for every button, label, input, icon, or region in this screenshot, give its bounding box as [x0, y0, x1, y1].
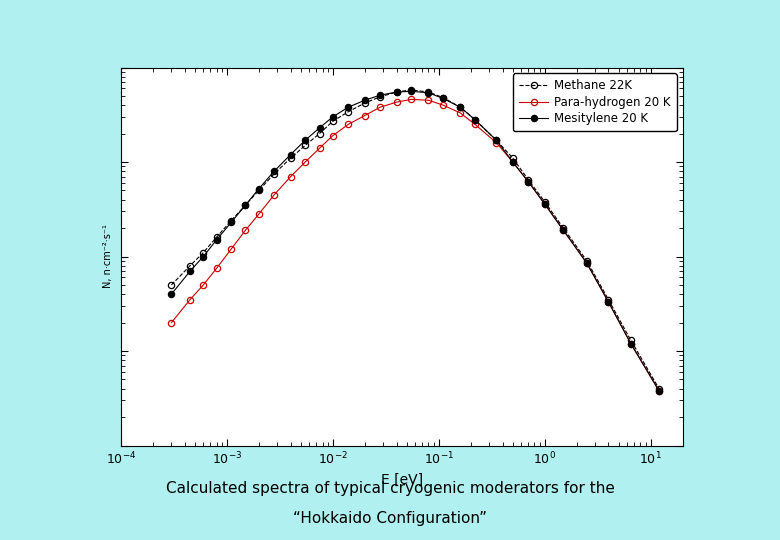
Methane 22K: [508, 155, 517, 161]
Y-axis label: N, n·cm⁻²·s⁻¹: N, n·cm⁻²·s⁻¹: [103, 225, 113, 288]
Para-hydrogen 20 K: [212, 265, 222, 272]
Para-hydrogen 20 K: [523, 178, 533, 185]
Para-hydrogen 20 K: [654, 388, 664, 394]
Methane 22K: [212, 234, 222, 240]
Methane 22K: [540, 199, 549, 205]
Methane 22K: [286, 155, 296, 161]
Para-hydrogen 20 K: [199, 282, 208, 288]
Mesitylene 20 K: [604, 299, 613, 305]
Methane 22K: [523, 177, 533, 183]
Mesitylene 20 K: [328, 114, 338, 120]
Para-hydrogen 20 K: [491, 139, 501, 146]
Methane 22K: [604, 296, 613, 303]
Para-hydrogen 20 K: [582, 260, 591, 266]
Methane 22K: [491, 137, 501, 144]
Text: Calculated spectra of typical cryogenic moderators for the: Calculated spectra of typical cryogenic …: [165, 481, 615, 496]
Para-hydrogen 20 K: [300, 159, 310, 165]
Line: Para-hydrogen 20 K: Para-hydrogen 20 K: [168, 96, 662, 394]
Line: Methane 22K: Methane 22K: [168, 87, 662, 391]
Mesitylene 20 K: [270, 168, 279, 174]
Mesitylene 20 K: [626, 340, 636, 347]
Text: “Hokkaido Configuration”: “Hokkaido Configuration”: [293, 511, 487, 526]
Mesitylene 20 K: [523, 178, 533, 185]
Methane 22K: [360, 100, 370, 106]
Para-hydrogen 20 K: [558, 227, 568, 233]
Mesitylene 20 K: [456, 104, 465, 111]
Para-hydrogen 20 K: [406, 96, 416, 103]
Mesitylene 20 K: [558, 227, 568, 233]
Line: Mesitylene 20 K: Mesitylene 20 K: [168, 88, 662, 394]
Para-hydrogen 20 K: [375, 104, 385, 111]
Methane 22K: [315, 130, 324, 137]
Mesitylene 20 K: [254, 186, 264, 192]
Methane 22K: [392, 89, 401, 95]
Methane 22K: [199, 249, 208, 256]
Methane 22K: [343, 109, 353, 115]
Para-hydrogen 20 K: [456, 110, 465, 116]
Mesitylene 20 K: [241, 202, 250, 208]
Mesitylene 20 K: [226, 219, 236, 226]
Mesitylene 20 K: [491, 137, 501, 144]
Mesitylene 20 K: [508, 159, 517, 165]
Para-hydrogen 20 K: [186, 296, 195, 303]
Para-hydrogen 20 K: [508, 159, 517, 165]
Mesitylene 20 K: [360, 97, 370, 104]
Methane 22K: [558, 225, 568, 231]
Para-hydrogen 20 K: [270, 192, 279, 198]
Mesitylene 20 K: [300, 137, 310, 144]
Para-hydrogen 20 K: [438, 102, 448, 109]
Para-hydrogen 20 K: [226, 246, 236, 252]
Para-hydrogen 20 K: [470, 121, 480, 127]
Methane 22K: [241, 202, 250, 208]
Mesitylene 20 K: [343, 104, 353, 111]
Mesitylene 20 K: [438, 95, 448, 102]
Methane 22K: [167, 282, 176, 288]
Mesitylene 20 K: [540, 201, 549, 207]
Methane 22K: [406, 86, 416, 93]
Para-hydrogen 20 K: [254, 211, 264, 218]
Mesitylene 20 K: [406, 88, 416, 94]
Mesitylene 20 K: [392, 89, 401, 95]
Methane 22K: [654, 386, 664, 392]
Mesitylene 20 K: [654, 388, 664, 394]
Mesitylene 20 K: [582, 260, 591, 266]
Mesitylene 20 K: [167, 291, 176, 298]
Mesitylene 20 K: [186, 268, 195, 274]
Para-hydrogen 20 K: [167, 319, 176, 326]
Methane 22K: [270, 171, 279, 177]
Mesitylene 20 K: [375, 92, 385, 98]
Methane 22K: [328, 118, 338, 125]
Methane 22K: [226, 217, 236, 224]
Para-hydrogen 20 K: [604, 299, 613, 305]
Legend: Methane 22K, Para-hydrogen 20 K, Mesitylene 20 K: Methane 22K, Para-hydrogen 20 K, Mesityl…: [513, 73, 676, 131]
Mesitylene 20 K: [424, 90, 433, 96]
Para-hydrogen 20 K: [540, 201, 549, 207]
Para-hydrogen 20 K: [241, 227, 250, 233]
Mesitylene 20 K: [199, 253, 208, 260]
Para-hydrogen 20 K: [392, 99, 401, 105]
Methane 22K: [254, 187, 264, 194]
Para-hydrogen 20 K: [626, 340, 636, 347]
Para-hydrogen 20 K: [315, 145, 324, 151]
Methane 22K: [582, 258, 591, 264]
Methane 22K: [438, 94, 448, 101]
Methane 22K: [424, 89, 433, 95]
Methane 22K: [375, 93, 385, 100]
Methane 22K: [470, 117, 480, 123]
Para-hydrogen 20 K: [424, 97, 433, 104]
Methane 22K: [626, 337, 636, 343]
Para-hydrogen 20 K: [343, 121, 353, 127]
Mesitylene 20 K: [212, 237, 222, 243]
Mesitylene 20 K: [286, 151, 296, 158]
Mesitylene 20 K: [315, 125, 324, 131]
Para-hydrogen 20 K: [286, 173, 296, 180]
Methane 22K: [300, 142, 310, 149]
Methane 22K: [186, 262, 195, 269]
X-axis label: E [eV]: E [eV]: [381, 472, 423, 487]
Methane 22K: [456, 104, 465, 111]
Para-hydrogen 20 K: [328, 132, 338, 139]
Para-hydrogen 20 K: [360, 112, 370, 119]
Mesitylene 20 K: [470, 117, 480, 123]
